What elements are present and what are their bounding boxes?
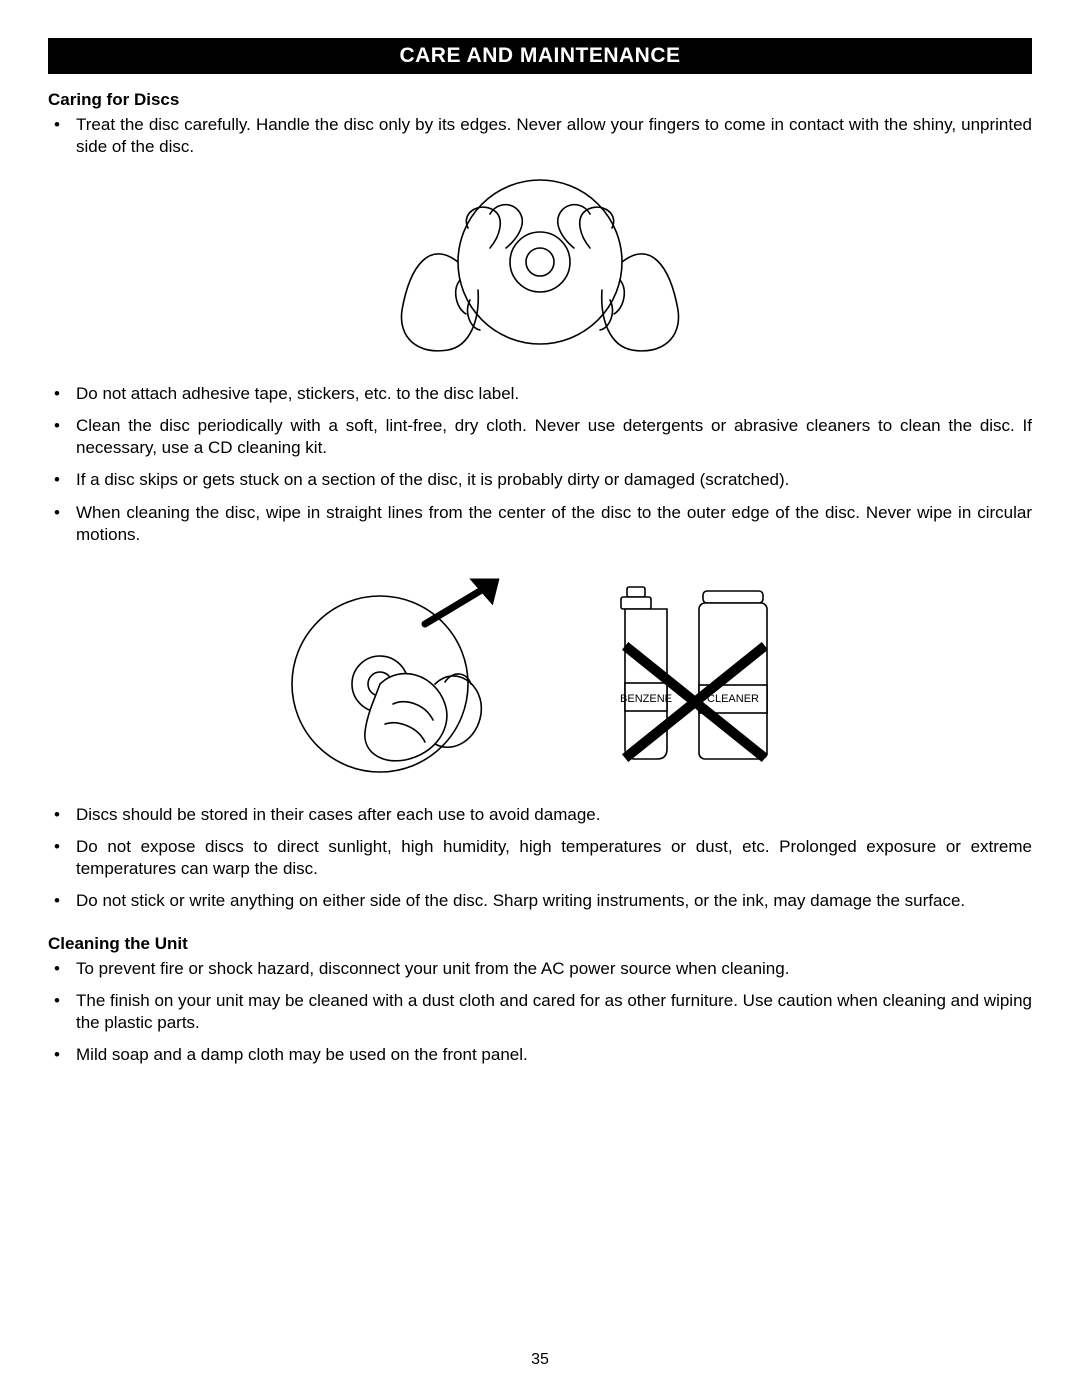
bullet-item: Do not attach adhesive tape, stickers, e… — [48, 383, 1032, 405]
bullet-item: To prevent fire or shock hazard, disconn… — [48, 958, 1032, 980]
bullet-list-unit: To prevent fire or shock hazard, disconn… — [48, 958, 1032, 1066]
bullet-item: The finish on your unit may be cleaned w… — [48, 990, 1032, 1034]
page-header: CARE AND MAINTENANCE — [48, 38, 1032, 74]
benzene-label: BENZENE — [620, 693, 672, 705]
bullet-list-discs-2: Do not attach adhesive tape, stickers, e… — [48, 383, 1032, 546]
bullet-list-discs-3: Discs should be stored in their cases af… — [48, 804, 1032, 912]
bullet-item: When cleaning the disc, wipe in straight… — [48, 502, 1032, 546]
section-title-unit: Cleaning the Unit — [48, 934, 1032, 954]
bullet-item: Do not stick or write anything on either… — [48, 890, 1032, 912]
bullet-item: Treat the disc carefully. Handle the dis… — [48, 114, 1032, 158]
section-caring-discs: Caring for Discs Treat the disc carefull… — [48, 90, 1032, 912]
cleaner-label: CLEANER — [707, 693, 759, 705]
wipe-disc-icon — [285, 564, 515, 774]
bullet-item: Clean the disc periodically with a soft,… — [48, 415, 1032, 459]
bullet-item: Do not expose discs to direct sunlight, … — [48, 836, 1032, 880]
figure-row-cleaning: BENZENE CLEANER — [48, 564, 1032, 774]
section-title-discs: Caring for Discs — [48, 90, 1032, 110]
bullet-list-discs-1: Treat the disc carefully. Handle the dis… — [48, 114, 1032, 158]
page-number: 35 — [0, 1351, 1080, 1369]
section-cleaning-unit: Cleaning the Unit To prevent fire or sho… — [48, 934, 1032, 1066]
bullet-item: If a disc skips or gets stuck on a secti… — [48, 469, 1032, 491]
bullet-item: Mild soap and a damp cloth may be used o… — [48, 1044, 1032, 1066]
hands-disc-icon — [340, 170, 740, 360]
bullet-item: Discs should be stored in their cases af… — [48, 804, 1032, 826]
no-chemicals-icon: BENZENE CLEANER — [585, 569, 795, 769]
figure-hands-holding-disc — [48, 170, 1032, 365]
